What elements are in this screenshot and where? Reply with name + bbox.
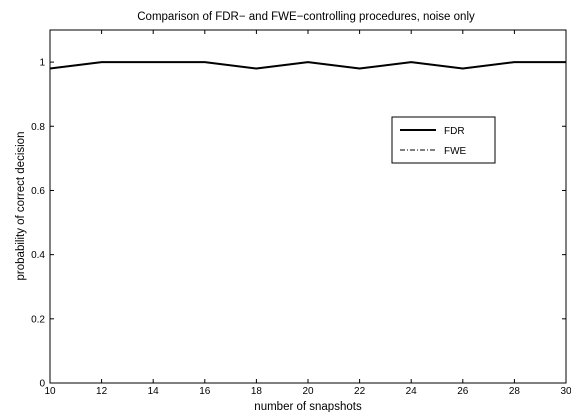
- legend-label-fwe: FWE: [444, 146, 467, 157]
- y-tick-label: 0.2: [31, 314, 45, 325]
- x-tick-label: 24: [406, 386, 418, 397]
- y-tick-label: 0: [39, 379, 45, 390]
- y-tick-label: 0.6: [31, 186, 45, 197]
- y-tick-label: 0.8: [31, 122, 45, 133]
- legend: FDR FWE: [391, 116, 496, 164]
- x-axis-label: number of snapshots: [254, 401, 362, 412]
- x-tick-label: 26: [457, 386, 469, 397]
- chart-title: Comparison of FDR− and FWE−controlling p…: [137, 11, 475, 23]
- legend-label-fdr: FDR: [444, 126, 465, 137]
- y-tick-label: 0.4: [31, 250, 45, 261]
- x-tick-label: 28: [509, 386, 521, 397]
- y-axis-label: probability of correct decision: [15, 132, 27, 281]
- x-tick-label: 30: [560, 386, 571, 397]
- x-tick-label: 10: [44, 386, 56, 397]
- ticks-layer: 10 12 14 16 18 20 22 24 26 28 30 0 0.2 0.4 0.6 0.8 1: [31, 30, 571, 397]
- legend-box: [391, 116, 496, 164]
- series-layer: [49, 61, 566, 70]
- x-tick-label: 22: [354, 386, 366, 397]
- x-tick-label: 16: [199, 386, 211, 397]
- y-tick-label: 1: [39, 58, 45, 69]
- x-tick-label: 12: [96, 386, 108, 397]
- plot-frame: [49, 29, 567, 384]
- x-tick-label: 18: [251, 386, 263, 397]
- x-tick-label: 14: [148, 386, 160, 397]
- x-tick-label: 20: [302, 386, 314, 397]
- series-line-fwe: [49, 61, 566, 70]
